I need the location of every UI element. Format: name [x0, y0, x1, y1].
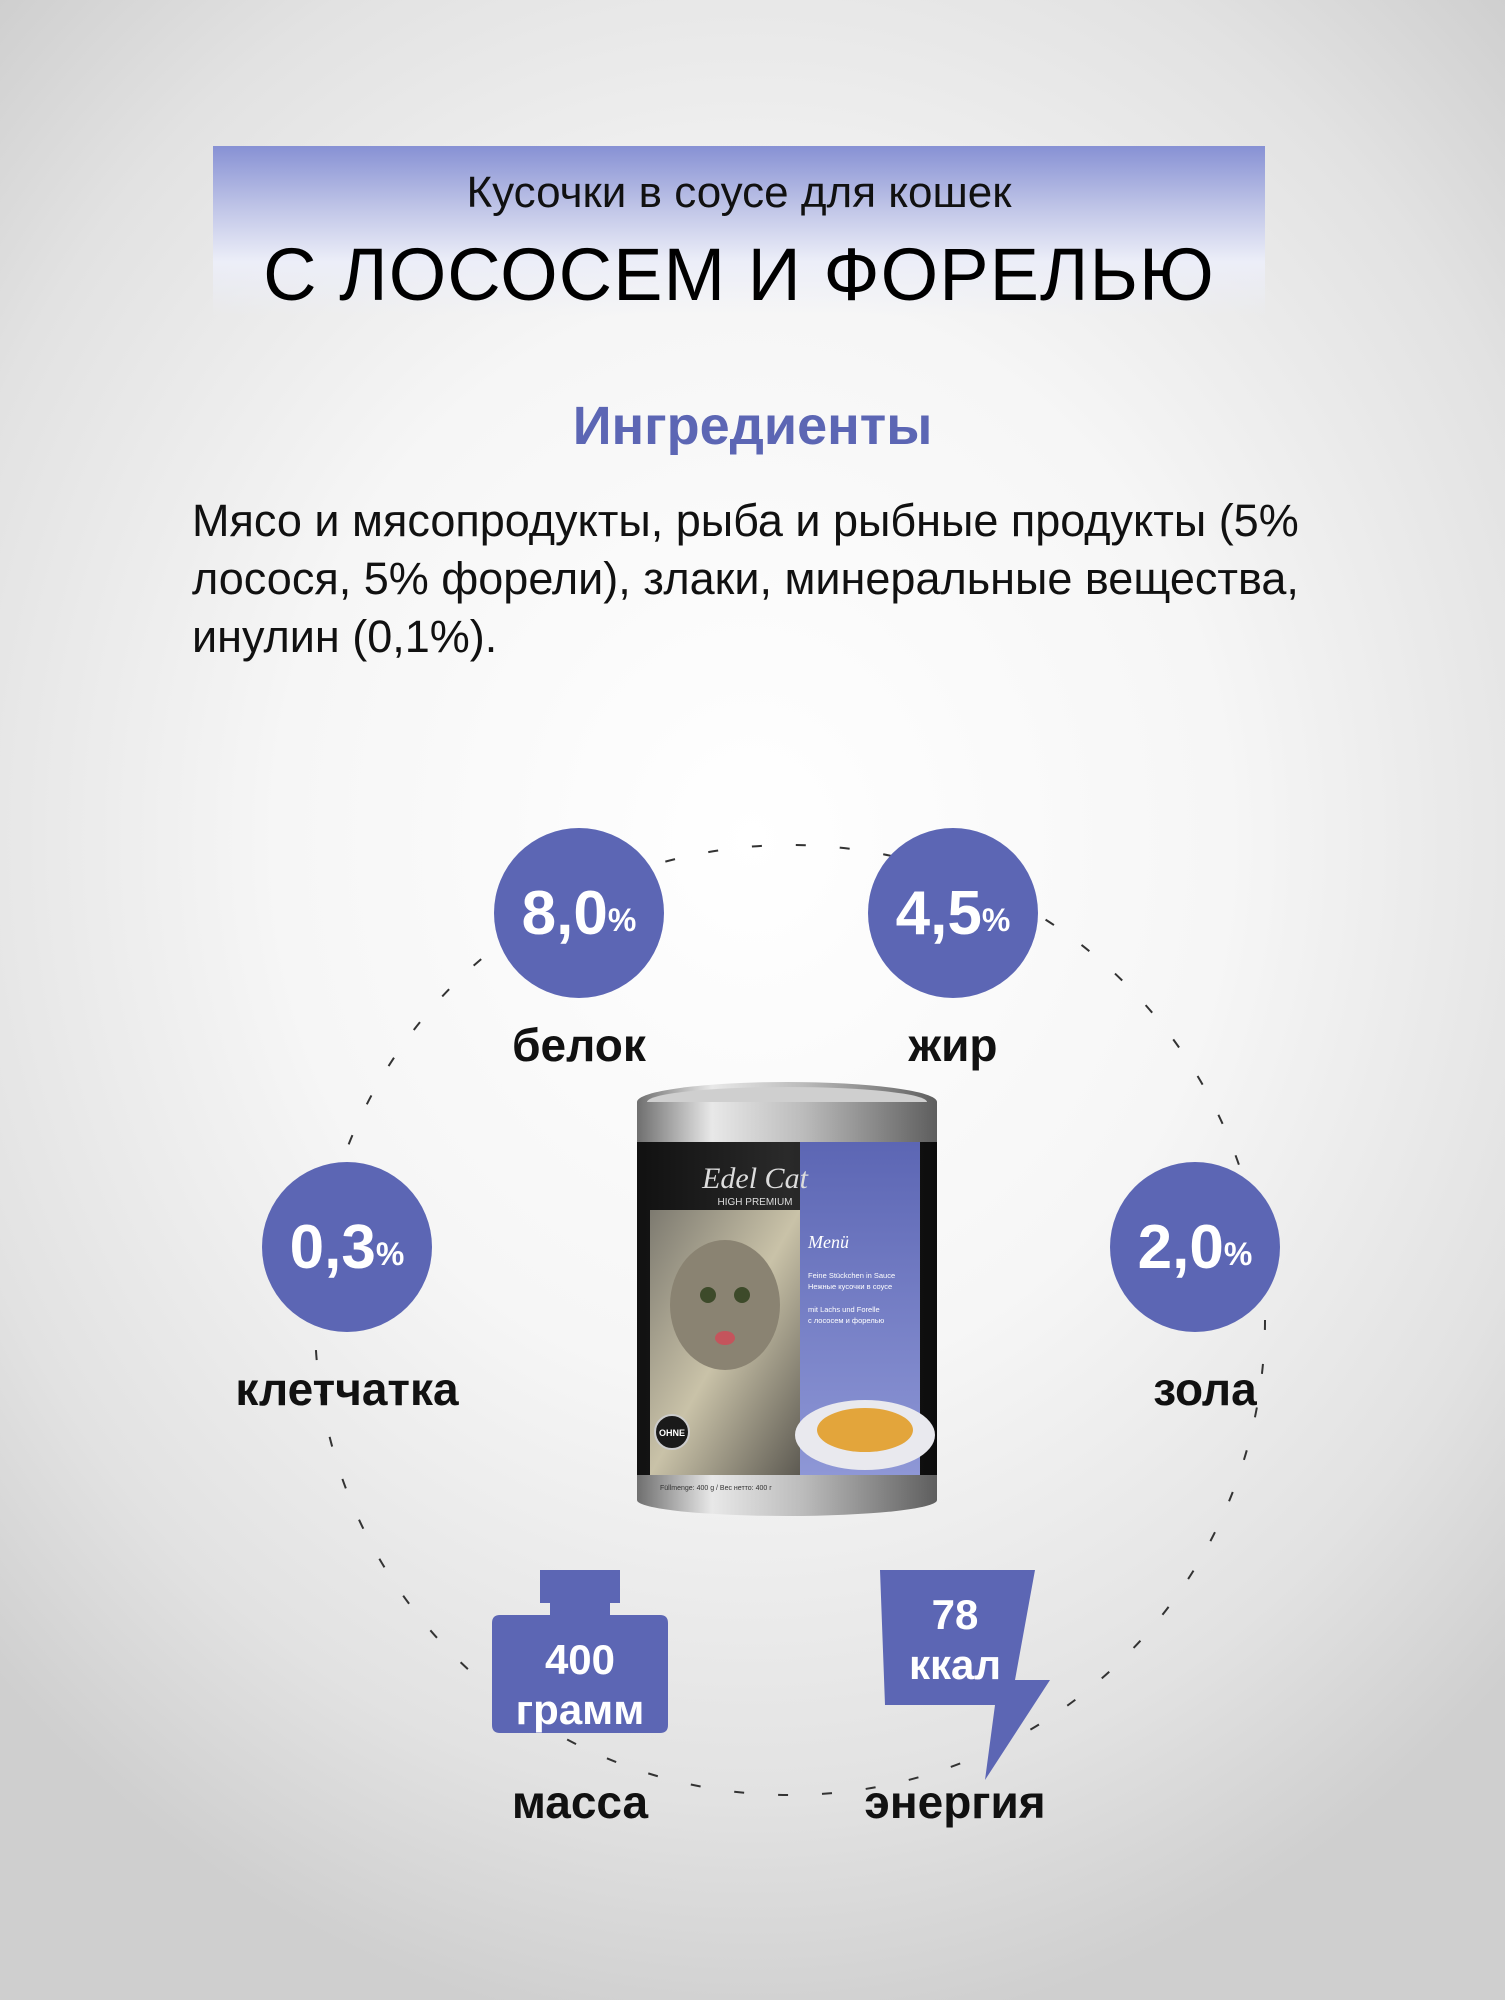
ingredients-text: Мясо и мясопродукты, рыба и рыбные проду…: [192, 495, 1299, 662]
can-menu: Menü: [807, 1232, 849, 1252]
energy-unit: ккал: [908, 1641, 1002, 1688]
ash-label: зола: [1153, 1363, 1257, 1415]
protein-label: белок: [512, 1019, 646, 1071]
product-can-image: OHNE Edel Cat HIGH PREMIUM Menü Feine St…: [637, 1082, 937, 1516]
energy-text: 78 ккал: [880, 1590, 1030, 1690]
weight-icon: [492, 1570, 668, 1733]
protein-unit: %: [607, 901, 637, 938]
protein-circle: 8,0%: [494, 828, 664, 998]
ash-unit: %: [1223, 1235, 1253, 1272]
mass-value: 400: [544, 1636, 616, 1683]
product-subtitle: Кусочки в соусе для кошек: [466, 168, 1012, 217]
can-ru-desc: Нежные кусочки в соусе: [808, 1282, 892, 1291]
energy-value: 78: [931, 1591, 979, 1638]
can-weight-line: Füllmenge: 400 g / Вес нетто: 400 г: [660, 1485, 772, 1492]
ash-value: 2,0: [1137, 1212, 1224, 1282]
fat-value: 4,5: [895, 878, 982, 948]
fiber-unit: %: [375, 1235, 405, 1272]
fat-label: жир: [908, 1019, 998, 1071]
header-band: [213, 146, 1265, 316]
lightning-icon: [880, 1570, 1050, 1780]
can-ru-flavor: с лососем и форелью: [808, 1316, 885, 1325]
fiber-circle: 0,3%: [262, 1162, 432, 1332]
can-badge-text: OHNE: [659, 1428, 685, 1438]
mass-text: 400 грамм: [490, 1635, 670, 1735]
ash-circle: 2,0%: [1110, 1162, 1280, 1332]
fat-circle: 4,5%: [868, 828, 1038, 998]
can-de-desc: Feine Stückchen in Sauce: [808, 1271, 895, 1280]
fat-unit: %: [981, 901, 1011, 938]
mass-label: масса: [511, 1776, 649, 1828]
fiber-label: клетчатка: [235, 1363, 459, 1415]
can-brand: Edel Cat: [701, 1162, 808, 1195]
protein-value: 8,0: [521, 878, 608, 948]
ingredients-heading: Ингредиенты: [572, 396, 933, 456]
mass-unit: грамм: [515, 1686, 645, 1733]
can-line: HIGH PREMIUM: [718, 1197, 793, 1208]
product-title: С ЛОСОСЕМ И ФОРЕЛЬЮ: [263, 233, 1215, 316]
fiber-value: 0,3: [289, 1212, 376, 1282]
energy-label: энергия: [864, 1776, 1046, 1828]
can-de-flavor: mit Lachs und Forelle: [808, 1305, 880, 1314]
